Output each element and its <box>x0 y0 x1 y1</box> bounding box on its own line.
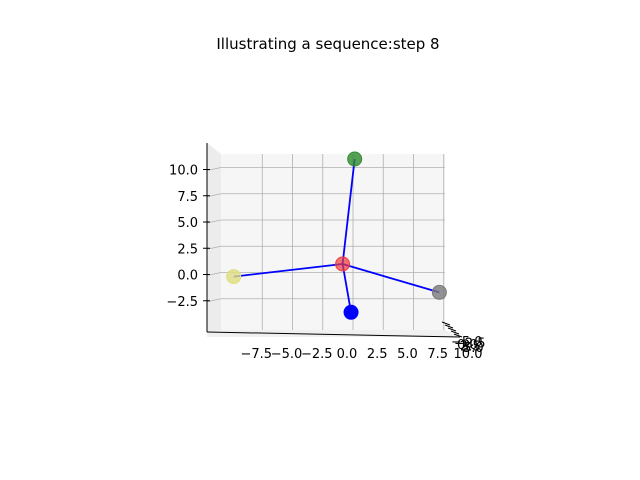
point-left <box>226 269 242 285</box>
y-tick-label-3: 2.5 <box>460 340 481 355</box>
y-tick-label-1: −2.5 <box>454 337 486 352</box>
edge-bottom <box>341 263 352 313</box>
point-center <box>335 256 351 272</box>
y-tick-label-2: 0.0 <box>457 338 478 353</box>
z-tick-labels: −2.5 0.0 2.5 5.0 7.5 10.0 <box>166 164 210 310</box>
x-tick-label-2: −2.5 <box>301 347 333 362</box>
z-tick-label-4: 7.5 <box>177 190 198 205</box>
y-tick-mark-0 <box>441 321 451 326</box>
edge-right <box>342 263 440 294</box>
x-tick-label-6: 7.5 <box>427 347 448 362</box>
point-right <box>431 284 447 300</box>
chart-title: Illustrating a sequence:step 8 <box>216 35 439 53</box>
x-tick-label-3: 0.0 <box>337 347 358 362</box>
y-tick-mark-4 <box>453 333 463 338</box>
point-top <box>347 151 363 167</box>
z-tick-label-5: 10.0 <box>169 164 198 179</box>
data-points <box>226 151 447 320</box>
edge-left <box>233 263 343 278</box>
z-tick-label-0: −2.5 <box>166 295 198 310</box>
connection-lines <box>233 158 440 313</box>
x-tick-label-7: 10.0 <box>454 347 483 362</box>
z-tick-label-3: 5.0 <box>177 216 198 231</box>
y-tick-label-4: 5.0 <box>463 341 484 356</box>
x-tick-label-4: 2.5 <box>367 347 388 362</box>
side-pane <box>207 143 221 332</box>
y-tick-mark-3 <box>450 330 460 335</box>
x-tick-labels: −7.5−5.0−2.5 0.0 2.5 5.0 7.5 10.0 <box>240 347 482 362</box>
x-tick-label-1: −5.0 <box>271 347 303 362</box>
z-tick-label-1: 0.0 <box>177 269 198 284</box>
y-tick-labels: −5.0−2.50.02.55.0 <box>441 321 486 356</box>
x-tick-label-0: −7.5 <box>240 347 272 362</box>
x-axis-line <box>206 331 461 338</box>
y-tick-mark-2 <box>447 327 457 332</box>
y-tick-mark-1 <box>444 324 454 329</box>
point-bottom <box>343 304 359 320</box>
back-pane <box>221 154 445 330</box>
y-tick-label-0: −5.0 <box>451 335 483 350</box>
edge-top <box>341 158 356 265</box>
x-tick-label-5: 5.0 <box>397 347 418 362</box>
z-tick-label-2: 2.5 <box>177 242 198 257</box>
